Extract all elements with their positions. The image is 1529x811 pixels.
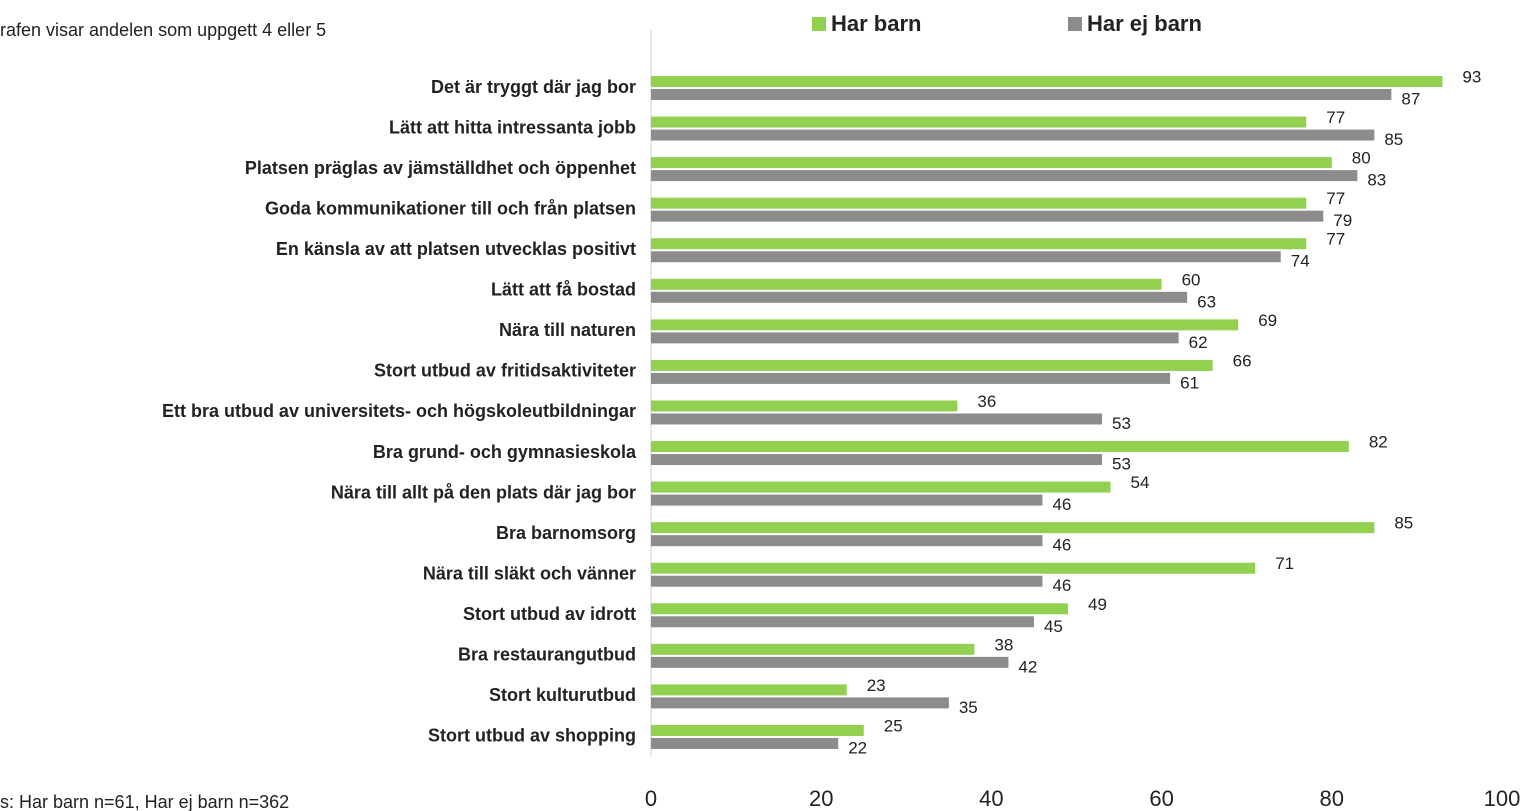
value-label: 82 xyxy=(1369,433,1388,452)
value-label: 22 xyxy=(848,738,867,757)
category-label: Bra restaurangutbud xyxy=(458,645,636,665)
bar xyxy=(651,319,1239,331)
value-label: 46 xyxy=(1052,495,1071,514)
bar xyxy=(651,76,1443,87)
bar xyxy=(651,372,1171,384)
bar xyxy=(651,535,1043,547)
legend-swatch xyxy=(1068,17,1082,31)
subtitle: rafen visar andelen som uppgett 4 eller … xyxy=(0,20,326,40)
bar xyxy=(651,197,1307,209)
value-label: 42 xyxy=(1018,657,1037,676)
bar xyxy=(651,441,1349,453)
bar xyxy=(651,616,1034,628)
bar xyxy=(651,238,1307,250)
category-label: Stort utbud av fritidsaktiviteter xyxy=(374,361,636,381)
category-label: Bra grund- och gymnasieskola xyxy=(373,442,637,462)
value-label: 63 xyxy=(1197,292,1216,311)
category-label: Stort utbud av shopping xyxy=(428,726,636,746)
category-label: Lätt att hitta intressanta jobb xyxy=(389,117,636,137)
bar xyxy=(651,522,1375,534)
legend-label: Har barn xyxy=(831,11,921,36)
value-label: 69 xyxy=(1258,311,1277,330)
x-tick-label: 100 xyxy=(1484,786,1521,811)
bar xyxy=(651,603,1068,615)
category-label: Platsen präglas av jämställdhet och öppe… xyxy=(245,158,636,178)
value-label: 25 xyxy=(884,716,903,735)
x-tick-label: 0 xyxy=(645,786,657,811)
bar xyxy=(651,562,1256,574)
x-tick-label: 40 xyxy=(979,786,1003,811)
value-label: 79 xyxy=(1333,211,1352,230)
bar xyxy=(651,494,1043,506)
bar xyxy=(651,656,1009,668)
bar xyxy=(651,278,1162,290)
value-label: 93 xyxy=(1462,67,1481,86)
bar xyxy=(651,737,839,749)
bar xyxy=(651,359,1213,371)
category-label: En känsla av att platsen utvecklas posit… xyxy=(276,239,636,259)
legend-label: Har ej barn xyxy=(1087,11,1202,36)
value-label: 46 xyxy=(1052,536,1071,555)
bar xyxy=(651,210,1324,222)
bar xyxy=(651,400,958,412)
value-label: 62 xyxy=(1189,333,1208,352)
value-label: 53 xyxy=(1112,455,1131,474)
bar xyxy=(651,157,1332,169)
note: s: Har barn n=61, Har ej barn n=362 xyxy=(0,792,289,811)
value-label: 85 xyxy=(1394,514,1413,533)
category-label: Nära till släkt och vänner xyxy=(423,563,636,583)
value-label: 53 xyxy=(1112,414,1131,433)
bar xyxy=(651,291,1188,303)
bar xyxy=(651,697,949,709)
value-label: 54 xyxy=(1131,473,1150,492)
category-label: Lätt att få bostad xyxy=(491,280,636,300)
value-label: 85 xyxy=(1384,130,1403,149)
value-label: 71 xyxy=(1275,554,1294,573)
bar xyxy=(651,332,1179,344)
x-tick-label: 80 xyxy=(1320,786,1344,811)
value-label: 23 xyxy=(867,676,886,695)
bar xyxy=(651,684,847,696)
value-label: 77 xyxy=(1326,230,1345,249)
legend-swatch xyxy=(812,17,826,31)
category-label: Nära till naturen xyxy=(499,320,636,340)
bar xyxy=(651,643,975,655)
value-label: 60 xyxy=(1182,270,1201,289)
category-label: Ett bra utbud av universitets- och högsk… xyxy=(162,401,636,421)
x-tick-label: 60 xyxy=(1149,786,1173,811)
value-label: 49 xyxy=(1088,595,1107,614)
value-label: 80 xyxy=(1352,149,1371,168)
category-label: Nära till allt på den plats där jag bor xyxy=(331,482,636,502)
category-label: Det är tryggt där jag bor xyxy=(431,77,636,97)
value-label: 38 xyxy=(994,635,1013,654)
bar xyxy=(651,129,1375,141)
value-label: 77 xyxy=(1326,108,1345,127)
value-label: 87 xyxy=(1401,89,1420,108)
bar xyxy=(651,481,1111,493)
value-label: 35 xyxy=(959,698,978,717)
bar xyxy=(651,454,1103,466)
x-tick-label: 20 xyxy=(809,786,833,811)
value-label: 36 xyxy=(977,392,996,411)
value-label: 83 xyxy=(1367,171,1386,190)
category-label: Goda kommunikationer till och från plats… xyxy=(265,198,636,218)
value-label: 77 xyxy=(1326,189,1345,208)
bar xyxy=(651,89,1392,100)
bar xyxy=(651,724,864,736)
value-label: 66 xyxy=(1233,351,1252,370)
bar xyxy=(651,413,1103,425)
value-label: 45 xyxy=(1044,617,1063,636)
bar xyxy=(651,116,1307,128)
bar xyxy=(651,251,1281,263)
value-label: 46 xyxy=(1052,576,1071,595)
value-label: 74 xyxy=(1291,252,1310,271)
value-label: 61 xyxy=(1180,373,1199,392)
category-label: Stort kulturutbud xyxy=(489,685,636,705)
category-label: Bra barnomsorg xyxy=(496,523,636,543)
bar xyxy=(651,170,1358,182)
bar xyxy=(651,575,1043,587)
category-label: Stort utbud av idrott xyxy=(463,604,636,624)
